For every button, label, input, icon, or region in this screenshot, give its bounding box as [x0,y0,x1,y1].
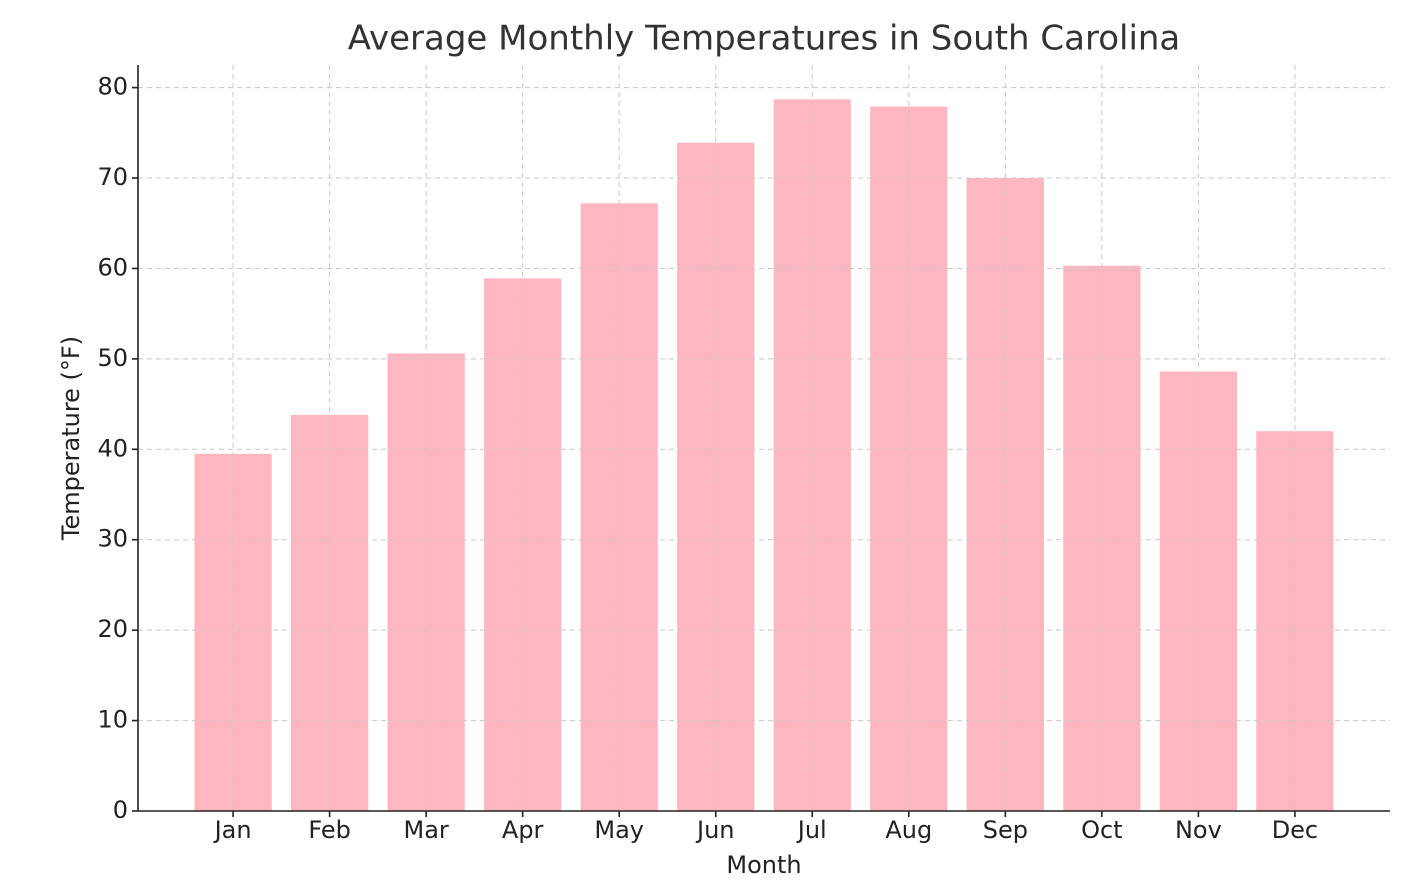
y-axis-label: Temperature (°F) [57,336,85,541]
bar [870,106,948,811]
x-tick-label: May [594,816,644,844]
y-tick-label: 0 [113,796,128,824]
x-axis-label: Month [726,851,801,879]
y-tick-label: 40 [97,434,128,462]
x-tick-label: Jun [695,816,735,844]
x-tick-label: Jan [213,816,252,844]
x-tick-label: Dec [1272,816,1318,844]
y-tick-label: 50 [97,344,128,372]
x-tick-label: Mar [404,816,449,844]
y-tick-label: 20 [97,615,128,643]
y-tick-label: 10 [97,706,128,734]
y-tick-label: 80 [97,73,128,101]
y-tick-label: 70 [97,163,128,191]
x-tick-label: Feb [308,816,351,844]
y-tick-label: 60 [97,253,128,281]
bar [1256,431,1334,811]
y-tick-label: 30 [97,525,128,553]
chart-title: Average Monthly Temperatures in South Ca… [348,19,1181,59]
x-tick-label: Aug [885,816,932,844]
x-tick-label: Nov [1175,816,1222,844]
x-tick-label: Apr [502,816,544,844]
x-tick-label: Jul [796,816,827,844]
x-tick-label: Sep [983,816,1028,844]
bar [677,142,755,812]
x-tick-label: Oct [1081,816,1123,844]
